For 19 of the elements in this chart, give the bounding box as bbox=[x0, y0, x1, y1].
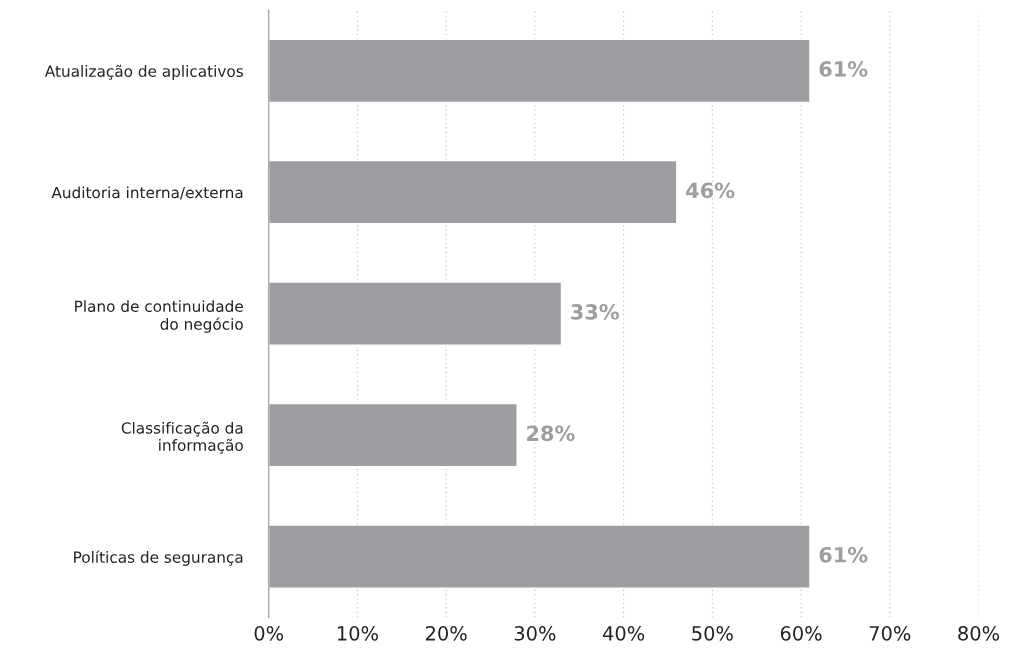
data-label: 28% bbox=[527, 425, 575, 442]
data-label: 33% bbox=[571, 303, 620, 320]
x-tick-label: 20% bbox=[425, 626, 467, 641]
y-tick-label: Classificação da informação bbox=[121, 421, 243, 454]
x-tick-label: 60% bbox=[780, 626, 822, 641]
y-tick-label: Auditoria interna/externa bbox=[51, 186, 243, 200]
data-label: 46% bbox=[686, 182, 735, 199]
x-tick-label: 50% bbox=[692, 626, 733, 641]
x-tick-label: 80% bbox=[958, 626, 1000, 641]
data-label: 61% bbox=[819, 61, 868, 77]
x-tick-label: 40% bbox=[602, 626, 645, 641]
y-tick-label: Políticas de segurança bbox=[74, 550, 243, 566]
x-tick-label: 70% bbox=[869, 626, 911, 641]
x-tick-label: 30% bbox=[514, 626, 556, 641]
x-tick-label: 10% bbox=[337, 626, 378, 641]
data-label: 61% bbox=[819, 546, 868, 563]
y-tick-label: Atualização de aplicativos bbox=[44, 64, 243, 80]
x-tick-label: 0% bbox=[254, 626, 284, 641]
y-tick-label: Plano de continuidade do negócio bbox=[75, 300, 243, 333]
